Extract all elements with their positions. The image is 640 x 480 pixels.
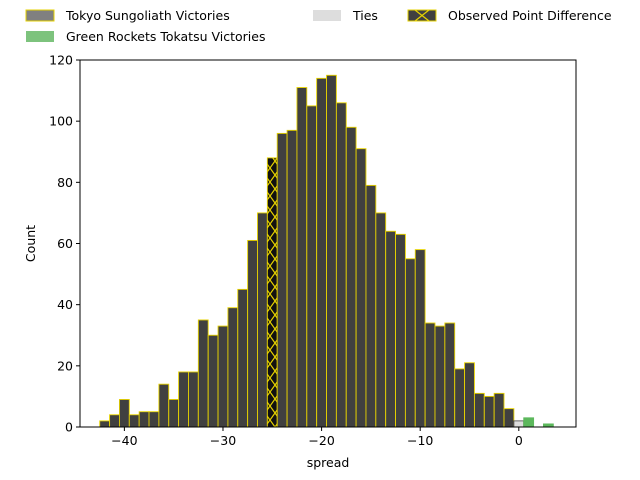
y-tick-label: 100	[49, 114, 73, 129]
y-tick-label: 60	[57, 236, 73, 251]
y-tick-label: 120	[49, 53, 73, 68]
bar-tokyo--12	[395, 233, 406, 428]
bar-tokyo--40	[118, 399, 130, 428]
bar-tokyo--30	[217, 325, 229, 428]
bar-tokyo--17	[345, 126, 357, 428]
bar-tokyo--26	[257, 212, 268, 428]
x-tick-label: −30	[210, 433, 236, 448]
bar-tokyo--1	[503, 408, 515, 428]
bar-tokyo--24	[276, 132, 288, 428]
bar-tokyo--42	[99, 420, 111, 428]
bar-tokyo--23	[286, 129, 298, 428]
bar-tokyo--10	[414, 249, 426, 428]
bar-tokyo--22	[296, 87, 308, 428]
bar-tokyo--34	[178, 371, 189, 428]
y-tick-label: 80	[57, 175, 73, 190]
bar-tokyo--16	[355, 148, 367, 428]
bar-tokyo--14	[375, 212, 387, 428]
legend-label-green: Green Rockets Tokatsu Victories	[66, 29, 265, 44]
bar-tokyo--2	[493, 392, 505, 428]
legend-item-observed: Observed Point Difference	[407, 8, 612, 23]
legend-label-tokyo: Tokyo Sungoliath Victories	[65, 8, 230, 23]
legend-swatch-ties	[313, 10, 341, 21]
bar-tokyo--11	[404, 258, 416, 428]
bar-tokyo--28	[237, 288, 249, 428]
bar-tokyo--18	[335, 102, 347, 428]
y-tick-label: 40	[57, 297, 73, 312]
bar-tokyo--6	[454, 368, 466, 428]
bar-tokyo--39	[128, 414, 140, 428]
bar-green-1	[523, 417, 535, 428]
y-tick-label: 0	[65, 420, 73, 435]
bar-tokyo--9	[424, 322, 436, 428]
legend-label-ties: Ties	[352, 8, 378, 23]
observed-bar-hatch	[267, 157, 278, 427]
bar-tokyo--3	[483, 395, 495, 428]
bar-tokyo--37	[148, 411, 160, 428]
x-tick-label: 0	[515, 433, 523, 448]
bar-tokyo--5	[464, 362, 475, 428]
x-axis-label: spread	[307, 455, 350, 470]
legend-item-ties: Ties	[313, 8, 378, 23]
bar-tokyo--38	[138, 411, 150, 428]
legend-swatch-green	[26, 31, 54, 42]
legend: Tokyo Sungoliath Victories Green Rockets…	[25, 8, 612, 44]
bar-tie-0	[513, 420, 525, 428]
legend-swatch-tokyo	[25, 9, 55, 22]
legend-item-tokyo: Tokyo Sungoliath Victories	[25, 8, 230, 23]
x-tick-label: −20	[308, 433, 334, 448]
x-tick-label: −40	[111, 433, 137, 448]
bar-tokyo--29	[227, 307, 239, 428]
bar-tokyo--15	[365, 184, 377, 428]
bar-tokyo--27	[247, 239, 258, 428]
x-tick-label: −10	[407, 433, 433, 448]
bar-tokyo--36	[158, 383, 170, 428]
legend-label-observed: Observed Point Difference	[448, 8, 612, 23]
bar-tokyo--19	[326, 74, 337, 428]
bar-tokyo--8	[434, 325, 446, 428]
bar-tokyo--20	[316, 77, 327, 428]
y-tick-label: 20	[57, 358, 73, 373]
y-axis-label: Count	[23, 225, 38, 262]
bar-tokyo--33	[188, 371, 199, 428]
bar-tokyo--7	[444, 322, 456, 428]
ticks: −40 −30 −20 −10 0 0 20 40 60 80 100 120	[49, 53, 523, 449]
bars	[99, 74, 554, 428]
bar-tokyo--4	[473, 392, 485, 428]
bar-tokyo--32	[197, 319, 209, 428]
legend-swatch-observed-hatch	[414, 9, 430, 22]
bar-tokyo--31	[207, 334, 219, 428]
bar-tokyo--35	[168, 399, 180, 428]
bar-tokyo--13	[385, 230, 396, 428]
bar-tokyo--21	[306, 105, 318, 428]
bar-tokyo--41	[109, 414, 120, 428]
legend-item-green: Green Rockets Tokatsu Victories	[26, 29, 265, 44]
